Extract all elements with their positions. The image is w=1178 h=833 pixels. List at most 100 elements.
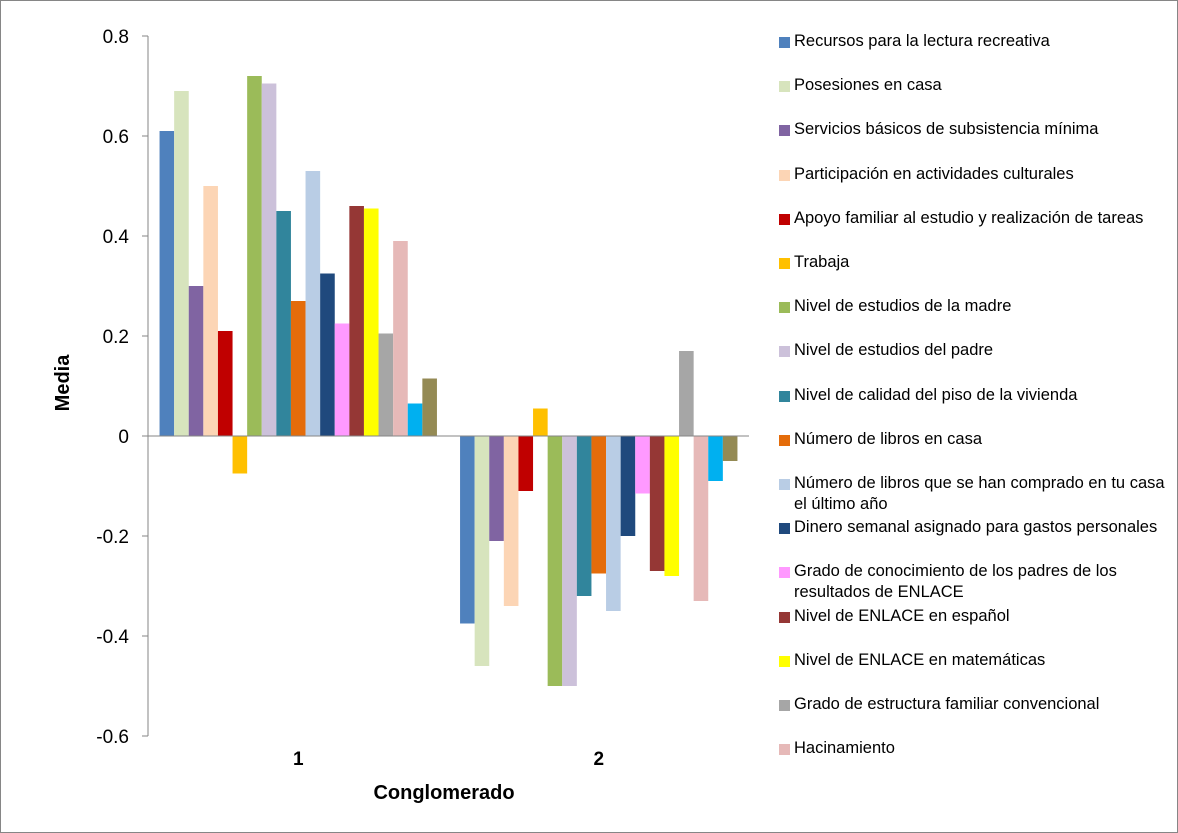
bar [489, 436, 504, 541]
bar [533, 408, 548, 436]
legend-item: Dinero semanal asignado para gastos pers… [779, 517, 1177, 538]
bar [620, 436, 636, 536]
bar [261, 83, 277, 436]
bar [606, 436, 621, 611]
legend-label: Número de libros que se han comprado en … [794, 474, 1165, 513]
legend-item: Posesiones en casa [779, 75, 1177, 96]
legend-item: Nivel de ENLACE en matemáticas [779, 650, 1177, 671]
bar [290, 301, 306, 436]
bar [334, 323, 350, 436]
bar [349, 206, 364, 436]
legend-label: Dinero semanal asignado para gastos pers… [794, 518, 1158, 537]
legend-label: Nivel de estudios del padre [794, 341, 994, 360]
bar [708, 436, 723, 481]
y-tick-label: -0.2 [96, 527, 129, 548]
legend-item: Apoyo familiar al estudio y realización … [779, 208, 1177, 229]
bars-group [159, 76, 738, 686]
bar [188, 286, 204, 436]
bar [679, 351, 694, 436]
legend-swatch [779, 37, 790, 48]
legend-swatch [779, 744, 790, 756]
bar [174, 91, 189, 436]
y-tick-label: -0.4 [96, 627, 129, 648]
legend-item: Grado de estructura familiar convenciona… [779, 694, 1177, 715]
legend-item: Número de libros en casa [779, 429, 1177, 450]
legend-swatch [779, 125, 790, 137]
legend-item: Nivel de estudios del padre [779, 340, 1177, 361]
legend-swatch [779, 700, 790, 711]
legend-label: Nivel de estudios de la madre [794, 297, 1012, 316]
bar [422, 378, 437, 436]
legend-swatch [779, 655, 790, 667]
bar [591, 436, 607, 574]
legend-label: Grado de conocimiento de los padres de l… [794, 562, 1117, 602]
legend-swatch [779, 81, 790, 93]
legend-swatch [779, 390, 790, 402]
x-category-label: 2 [593, 749, 604, 770]
legend-item: Grado de conocimiento de los padres de l… [779, 561, 1177, 603]
legend-swatch [779, 302, 790, 314]
y-tick-label: 0.6 [103, 127, 129, 148]
legend-swatch [779, 611, 790, 623]
legend-item: Nivel de calidad del piso de la vivienda [779, 385, 1177, 406]
bar [547, 436, 563, 686]
legend-item: Hacinamiento [779, 738, 1177, 759]
bar [217, 331, 233, 436]
legend-item: Servicios básicos de subsistencia mínima [779, 119, 1177, 140]
bar [276, 211, 291, 436]
legend-label: Participación en actividades culturales [794, 164, 1074, 183]
y-axis-title: Media [52, 354, 74, 412]
bar [232, 436, 248, 474]
legend-label: Trabaja [794, 253, 850, 271]
legend-item: Nivel de ENLACE en español [779, 606, 1177, 627]
bar [320, 273, 335, 436]
bar [378, 333, 394, 436]
bar [722, 436, 738, 461]
bar [503, 436, 519, 606]
bar [460, 436, 475, 624]
y-tick-label: -0.6 [96, 727, 129, 748]
legend-label: Grado de estructura familiar convenciona… [794, 695, 1100, 713]
bar [407, 403, 423, 436]
bar [693, 436, 709, 601]
legend-swatch [779, 258, 790, 269]
bar [247, 76, 262, 436]
legend-swatch [779, 523, 790, 535]
y-tick-label: 0.8 [103, 27, 129, 48]
x-category-label: 1 [293, 749, 304, 770]
bar [474, 436, 490, 666]
legend-item: Participación en actividades culturales [779, 164, 1177, 185]
legend-item: Trabaja [779, 252, 1177, 273]
axes-group: -0.6 -0.4 -0.2 0 0.2 0.4 0.6 0.8 1 2 [96, 27, 749, 770]
bar [305, 171, 321, 436]
x-axis-title: Conglomerado [373, 782, 514, 804]
bar [363, 208, 379, 436]
bar [635, 436, 650, 494]
bar [649, 436, 665, 571]
legend-swatch [779, 346, 790, 358]
legend-swatch [779, 434, 790, 446]
bar [576, 436, 592, 596]
y-tick-label: 0.4 [103, 227, 130, 248]
legend-label: Servicios básicos de subsistencia mínima [794, 120, 1099, 139]
legend-label: Apoyo familiar al estudio y realización … [794, 208, 1144, 227]
bar [203, 186, 218, 436]
legend-label: Posesiones en casa [794, 76, 942, 95]
bar [393, 241, 408, 436]
legend-label: Hacinamiento [794, 739, 895, 758]
legend-swatch [779, 213, 790, 225]
bar [562, 436, 577, 686]
legend-swatch [779, 479, 790, 490]
legend-label: Nivel de ENLACE en español [794, 606, 1010, 625]
legend-label: Recursos para la lectura recreativa [794, 32, 1050, 50]
legend-item: Recursos para la lectura recreativa [779, 31, 1177, 52]
legend-label: Nivel de ENLACE en matemáticas [794, 650, 1046, 669]
legend-swatch [779, 169, 790, 181]
bar [664, 436, 680, 576]
y-tick-label: 0 [118, 427, 129, 448]
legend-item: Nivel de estudios de la madre [779, 296, 1177, 317]
bar [518, 436, 534, 491]
legend-item: Número de libros que se han comprado en … [779, 473, 1177, 515]
